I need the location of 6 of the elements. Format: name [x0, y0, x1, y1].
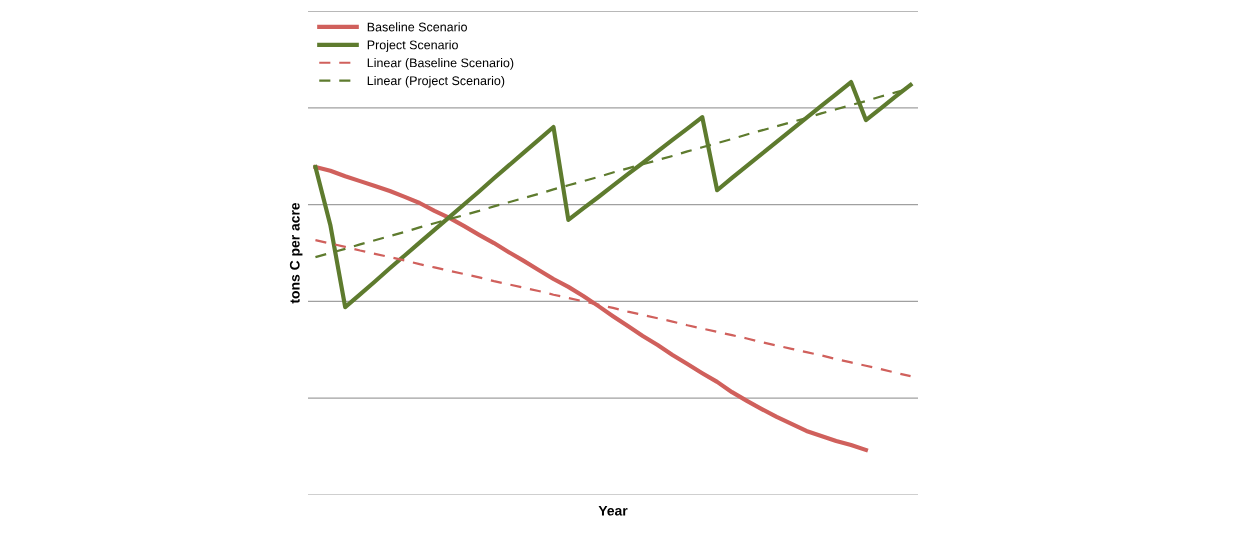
legend-label: Linear (Baseline Scenario) — [367, 58, 514, 70]
x-axis-title: Year — [598, 505, 628, 516]
legend-label: Project Scenario — [367, 40, 458, 52]
y-axis-title: tons C per acre — [289, 202, 303, 304]
legend-label: Baseline Scenario — [367, 22, 467, 32]
legend-label: Linear (Project Scenario) — [367, 75, 505, 88]
